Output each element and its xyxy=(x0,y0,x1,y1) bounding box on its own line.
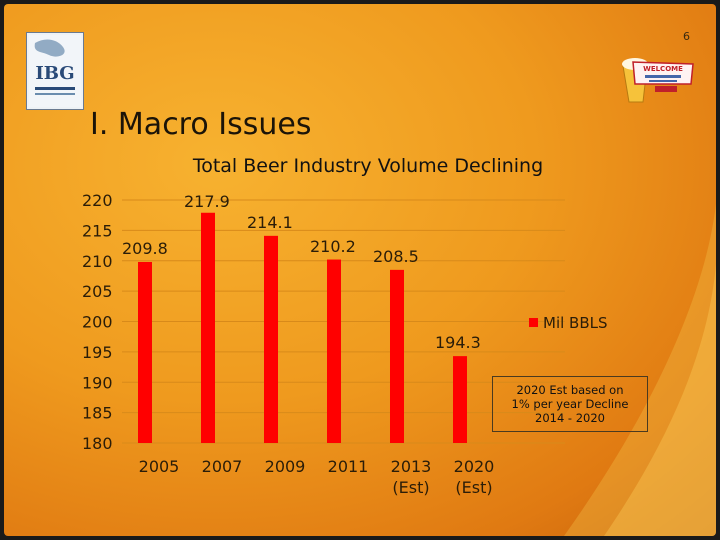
data-label: 217.9 xyxy=(184,192,230,211)
data-label: 208.5 xyxy=(373,247,419,266)
data-label: 214.1 xyxy=(247,213,293,232)
welcome-logo-text: WELCOME xyxy=(643,65,683,73)
bar-2009 xyxy=(264,235,278,443)
x-tick-label: 2013 xyxy=(391,457,432,476)
y-tick-label: 220 xyxy=(82,191,113,210)
data-label: 210.2 xyxy=(310,237,356,256)
x-tick-label: 2020 xyxy=(454,457,495,476)
estimate-note: 2020 Est based on 1% per year Decline 20… xyxy=(492,376,648,432)
ibg-logo: IBG xyxy=(26,32,84,110)
x-tick-label: (Est) xyxy=(455,478,492,497)
bar-2011 xyxy=(327,259,341,443)
y-tick-label: 200 xyxy=(82,313,113,332)
y-tick-label: 215 xyxy=(82,221,113,240)
bar-2020 xyxy=(453,356,467,443)
bar-2007 xyxy=(201,212,215,443)
y-tick-label: 195 xyxy=(82,343,113,362)
bar-2005 xyxy=(138,261,152,443)
legend: Mil BBLS xyxy=(529,314,608,332)
x-tick-label: 2007 xyxy=(202,457,243,476)
background-swoosh xyxy=(564,204,716,536)
x-axis: 2005 2007 2009 2011 2013 (Est) 2020 (Est) xyxy=(139,457,495,497)
note-line-2: 1% per year Decline xyxy=(511,397,629,411)
y-tick-label: 190 xyxy=(82,373,113,392)
x-tick-label: 2011 xyxy=(328,457,369,476)
chart-grid xyxy=(122,199,565,444)
x-tick-label: (Est) xyxy=(392,478,429,497)
x-tick-label: 2005 xyxy=(139,457,180,476)
note-line-3: 2014 - 2020 xyxy=(535,411,605,425)
data-label: 209.8 xyxy=(122,239,168,258)
y-tick-label: 180 xyxy=(82,434,113,453)
legend-swatch xyxy=(529,318,538,327)
page-number: 6 xyxy=(683,30,690,43)
note-line-1: 2020 Est based on xyxy=(516,383,624,397)
bars xyxy=(138,212,467,443)
y-tick-label: 185 xyxy=(82,404,113,423)
chart-title: Total Beer Industry Volume Declining xyxy=(192,155,543,177)
ibg-logo-text: IBG xyxy=(35,63,74,84)
legend-label: Mil BBLS xyxy=(543,314,608,332)
y-tick-label: 210 xyxy=(82,252,113,271)
y-tick-label: 205 xyxy=(82,282,113,301)
bar-2013 xyxy=(390,269,404,443)
slide: 6 IBG WELCOME I. Macro Issues xyxy=(4,4,716,536)
y-axis: 220 215 210 205 200 195 190 185 180 xyxy=(82,191,113,453)
data-label: 194.3 xyxy=(435,333,481,352)
x-tick-label: 2009 xyxy=(265,457,306,476)
welcome-logo: WELCOME xyxy=(615,44,697,110)
slide-title: I. Macro Issues xyxy=(90,107,312,142)
data-labels: 209.8 217.9 214.1 210.2 208.5 194.3 xyxy=(122,192,481,352)
